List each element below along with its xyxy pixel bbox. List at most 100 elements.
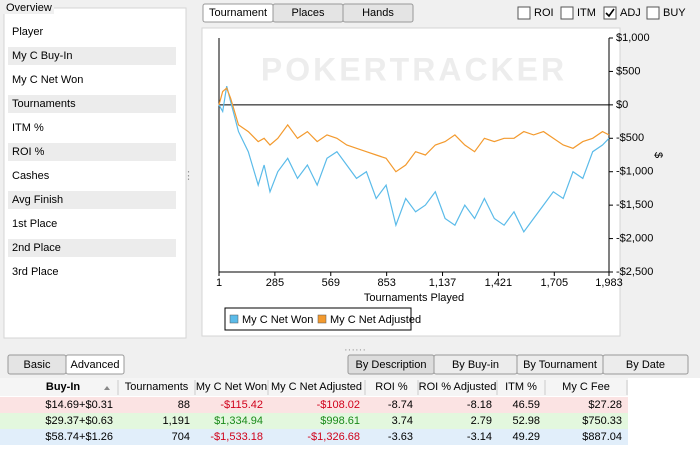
watermark: POKERTRACKER	[261, 51, 567, 87]
column-header[interactable]: My C Fee	[562, 381, 610, 393]
column-header[interactable]: My C Net Won	[196, 381, 267, 393]
sidebar-item[interactable]: My C Buy-In	[12, 50, 73, 62]
chart-panel	[201, 27, 621, 337]
sidebar-row-bg	[8, 239, 176, 257]
sidebar-item[interactable]: Cashes	[12, 170, 50, 182]
x-tick-label: 1,705	[541, 277, 569, 289]
column-header[interactable]: ROI %	[375, 381, 408, 393]
table-cell: $14.69+$0.31	[45, 399, 113, 411]
table-cell: -$1,326.68	[307, 431, 360, 443]
x-tick-label: 1,983	[595, 277, 623, 289]
sidebar-item[interactable]: 1st Place	[12, 218, 57, 230]
splitter-grip: ······	[344, 344, 366, 356]
view-tab-label[interactable]: Advanced	[71, 359, 120, 371]
sidebar-item[interactable]: Avg Finish	[12, 194, 63, 206]
table-cell: 704	[172, 431, 190, 443]
table-cell: $750.33	[582, 415, 622, 427]
column-header[interactable]: Tournaments	[125, 381, 189, 393]
series-line	[218, 87, 610, 173]
column-header[interactable]: My C Net Adjusted	[271, 381, 362, 393]
table-cell: -$1,533.18	[210, 431, 263, 443]
y-tick-label: -$1,500	[616, 199, 653, 211]
sort-tab-label[interactable]: By Date	[626, 359, 665, 371]
checkbox[interactable]	[603, 6, 617, 20]
legend-label: My C Net Won	[242, 314, 313, 326]
table-cell: -$115.42	[220, 399, 263, 411]
table-header-bg	[0, 378, 628, 396]
table-cell: $1,334.94	[214, 415, 263, 427]
sidebar-row-bg	[8, 143, 176, 161]
table-cell: $998.61	[320, 415, 360, 427]
table-cell: -3.63	[388, 431, 413, 443]
y-tick-label: $1,000	[616, 32, 650, 44]
sidebar-row-bg	[8, 95, 176, 113]
checkbox-label[interactable]: BUY	[663, 7, 686, 19]
y-tick-label: -$1,000	[616, 166, 653, 178]
table-cell: 1,191	[162, 415, 190, 427]
y-tick-label: $500	[616, 65, 640, 77]
x-tick-label: 1	[216, 277, 222, 289]
checkbox[interactable]	[560, 6, 574, 20]
view-tab-label[interactable]: Basic	[24, 359, 51, 371]
sort-tab-label[interactable]: By Buy-in	[452, 359, 499, 371]
table-cell: 52.98	[512, 415, 540, 427]
sidebar-item[interactable]: My C Net Won	[12, 74, 83, 86]
table-cell: -3.14	[467, 431, 492, 443]
table-cell: $29.37+$0.63	[45, 415, 113, 427]
checkbox[interactable]	[517, 6, 531, 20]
y-axis-label: $	[652, 152, 664, 158]
table-cell: 46.59	[512, 399, 540, 411]
view-tab[interactable]	[65, 354, 125, 375]
y-tick-label: -$2,000	[616, 232, 653, 244]
tab-label[interactable]: Places	[291, 7, 325, 19]
sort-tab-label[interactable]: By Tournament	[523, 359, 597, 371]
y-tick-label: $0	[616, 99, 628, 111]
table-cell: $58.74+$1.26	[45, 431, 113, 443]
sidebar-item[interactable]: ITM %	[12, 122, 44, 134]
sidebar-item[interactable]: 2nd Place	[12, 242, 61, 254]
sort-arrow	[104, 386, 110, 390]
table-cell: 88	[178, 399, 190, 411]
y-tick-label: -$2,500	[616, 266, 653, 278]
sidebar-row-bg	[8, 191, 176, 209]
sidebar-item[interactable]: Tournaments	[12, 98, 76, 110]
checkbox-label[interactable]: ITM	[577, 7, 596, 19]
checkbox-label[interactable]: ADJ	[620, 7, 641, 19]
x-tick-label: 569	[322, 277, 340, 289]
table-cell: 49.29	[512, 431, 540, 443]
table-cell: 2.79	[471, 415, 492, 427]
sidebar-heading-bg	[2, 2, 54, 14]
tab-button[interactable]	[342, 3, 414, 23]
x-axis-label: Tournaments Played	[364, 292, 464, 304]
table-cell: 3.74	[392, 415, 413, 427]
column-header[interactable]: ITM %	[505, 381, 537, 393]
sidebar-heading: Overview	[6, 2, 52, 14]
legend-label: My C Net Adjusted	[330, 314, 421, 326]
column-header[interactable]: Buy-In	[46, 381, 81, 393]
row-bg	[0, 397, 628, 413]
legend-swatch	[229, 314, 239, 324]
tab-label[interactable]: Hands	[362, 7, 394, 19]
x-tick-label: 1,137	[429, 277, 457, 289]
row-bg	[0, 413, 628, 429]
table-cell: -8.74	[388, 399, 413, 411]
sort-tab[interactable]	[602, 354, 689, 375]
legend-swatch	[317, 314, 327, 324]
table-cell: -8.18	[467, 399, 492, 411]
sort-tab-label[interactable]: By Description	[356, 359, 427, 371]
table-cell: $887.04	[582, 431, 622, 443]
checkmark	[605, 8, 615, 18]
checkbox-label[interactable]: ROI	[534, 7, 554, 19]
x-tick-label: 853	[377, 277, 395, 289]
sidebar-item[interactable]: ROI %	[12, 146, 45, 158]
tab-label[interactable]: Tournament	[209, 7, 267, 19]
splitter-grip: ⋮	[183, 170, 194, 182]
sidebar-item[interactable]: Player	[12, 26, 44, 38]
column-header[interactable]: ROI % Adjusted	[419, 381, 497, 393]
sidebar-item[interactable]: 3rd Place	[12, 266, 58, 278]
x-tick-label: 285	[266, 277, 284, 289]
y-tick-label: -$500	[616, 132, 644, 144]
row-bg	[0, 429, 628, 445]
checkbox[interactable]	[646, 6, 660, 20]
